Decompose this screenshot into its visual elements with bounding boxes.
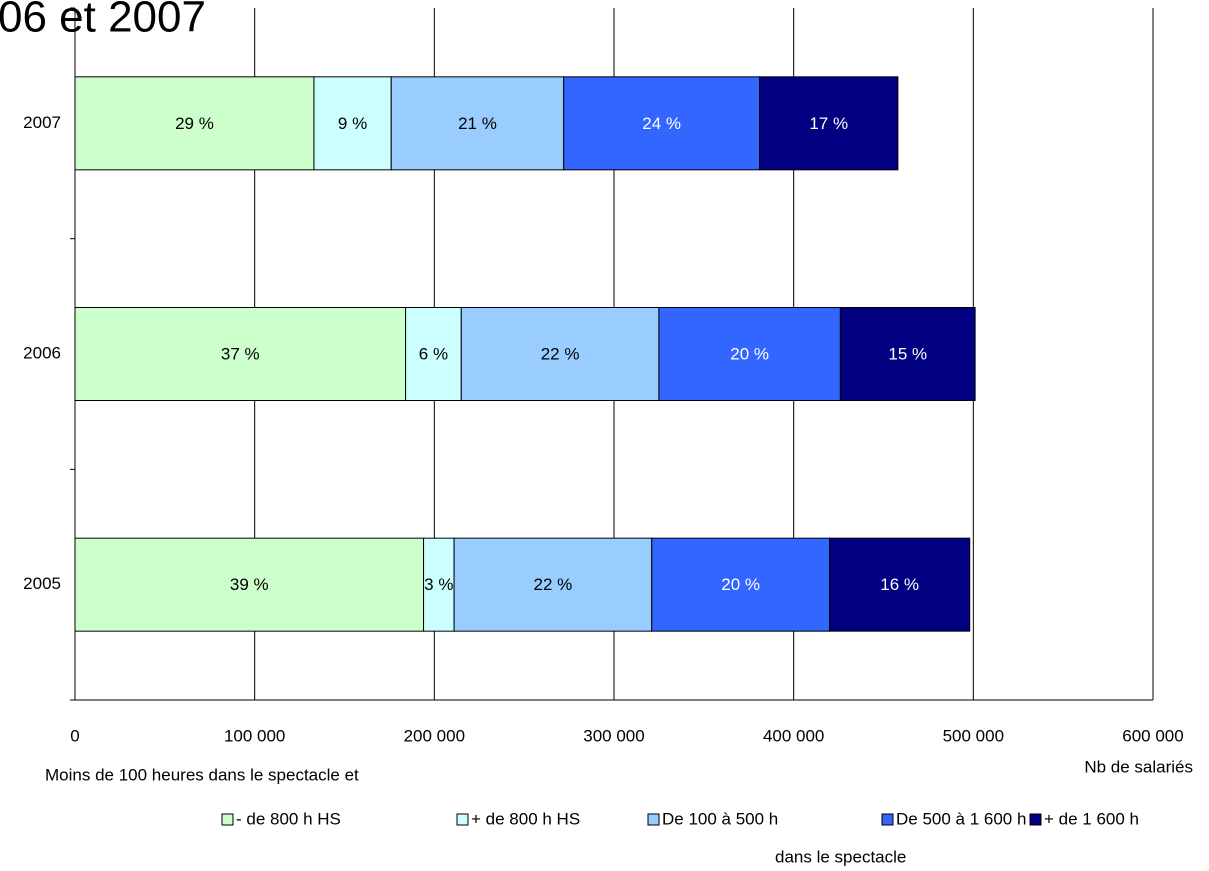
- x-axis-label: Nb de salariés: [1084, 757, 1193, 776]
- bar-segment: [405, 307, 462, 401]
- bar-segment: [759, 76, 899, 171]
- x-tick-label: 500 000: [943, 726, 1004, 745]
- chart-title: 06 et 2007: [0, 0, 206, 42]
- legend-swatch: [647, 813, 660, 826]
- data-label: 37 %: [221, 344, 260, 363]
- y-tick-label: 2006: [23, 343, 61, 362]
- bar-segment: [74, 537, 425, 632]
- bar-segment: [829, 537, 971, 632]
- data-label: 16 %: [880, 575, 919, 594]
- legend-swatch: [881, 813, 894, 826]
- bar-segment: [460, 307, 660, 401]
- bar-segment: [390, 76, 565, 171]
- data-label: 15 %: [888, 344, 927, 363]
- data-label: 17 %: [809, 114, 848, 133]
- bar-segment: [313, 76, 392, 171]
- bar-segment: [563, 76, 761, 171]
- data-label: 20 %: [730, 344, 769, 363]
- x-tick-label: 200 000: [404, 726, 465, 745]
- data-label: 29 %: [175, 114, 214, 133]
- legend-swatch: [456, 813, 469, 826]
- bar-segment: [423, 537, 455, 632]
- x-tick-label: 600 000: [1122, 726, 1183, 745]
- x-tick-label: 100 000: [224, 726, 285, 745]
- bar-segment: [839, 307, 976, 401]
- data-label: 22 %: [541, 344, 580, 363]
- data-label: 22 %: [534, 575, 573, 594]
- data-label: 6 %: [419, 344, 448, 363]
- bar-segment: [658, 307, 841, 401]
- bar-segment: [74, 76, 315, 171]
- data-label: 39 %: [230, 575, 269, 594]
- x-tick-label: 300 000: [583, 726, 644, 745]
- legend-label: + de 800 h HS: [471, 809, 580, 828]
- data-label: 20 %: [721, 575, 760, 594]
- data-label: 24 %: [642, 114, 681, 133]
- y-tick-label: 2007: [23, 113, 61, 132]
- bar-segment: [651, 537, 831, 632]
- legend-swatch: [221, 813, 234, 826]
- legend-label: De 500 à 1 600 h: [896, 809, 1026, 828]
- legend-title: Moins de 100 heures dans le spectacle et: [45, 765, 359, 784]
- legend-swatch: [1029, 813, 1042, 826]
- data-label: 21 %: [458, 114, 497, 133]
- legend-note: dans le spectacle: [775, 847, 906, 866]
- data-label: 9 %: [338, 114, 367, 133]
- bar-segment: [74, 307, 407, 401]
- y-tick-label: 2005: [23, 574, 61, 593]
- x-tick-label: 0: [70, 726, 79, 745]
- bar-segment: [453, 537, 653, 632]
- legend-label: - de 800 h HS: [236, 809, 341, 828]
- x-tick-label: 400 000: [763, 726, 824, 745]
- legend-label: De 100 à 500 h: [662, 809, 778, 828]
- data-label: 3 %: [424, 575, 453, 594]
- legend-label: + de 1 600 h: [1044, 809, 1139, 828]
